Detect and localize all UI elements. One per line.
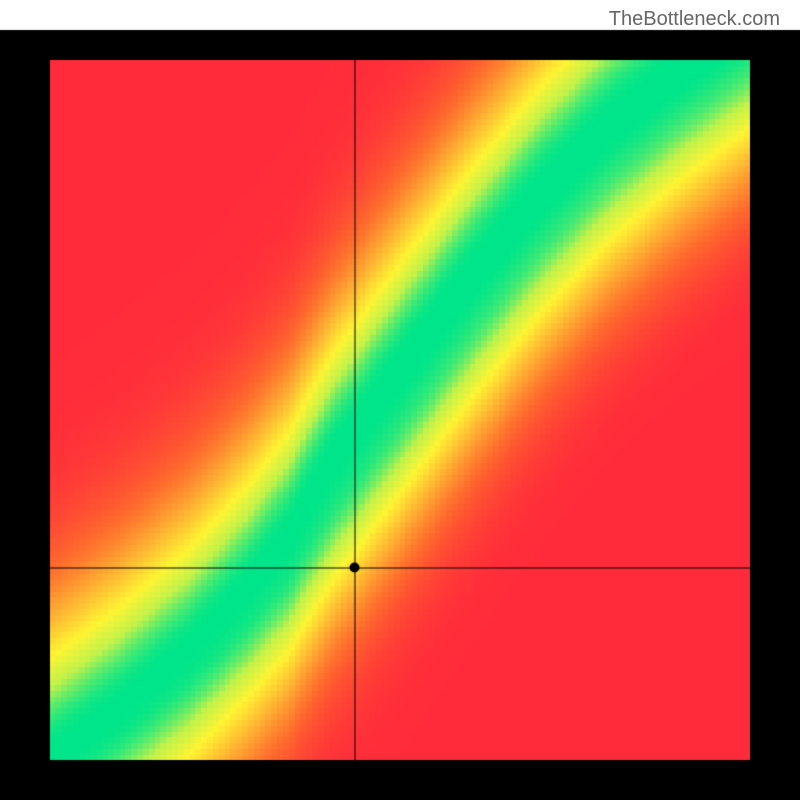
bottleneck-heatmap (0, 0, 800, 800)
watermark: TheBottleneck.com (609, 8, 780, 31)
